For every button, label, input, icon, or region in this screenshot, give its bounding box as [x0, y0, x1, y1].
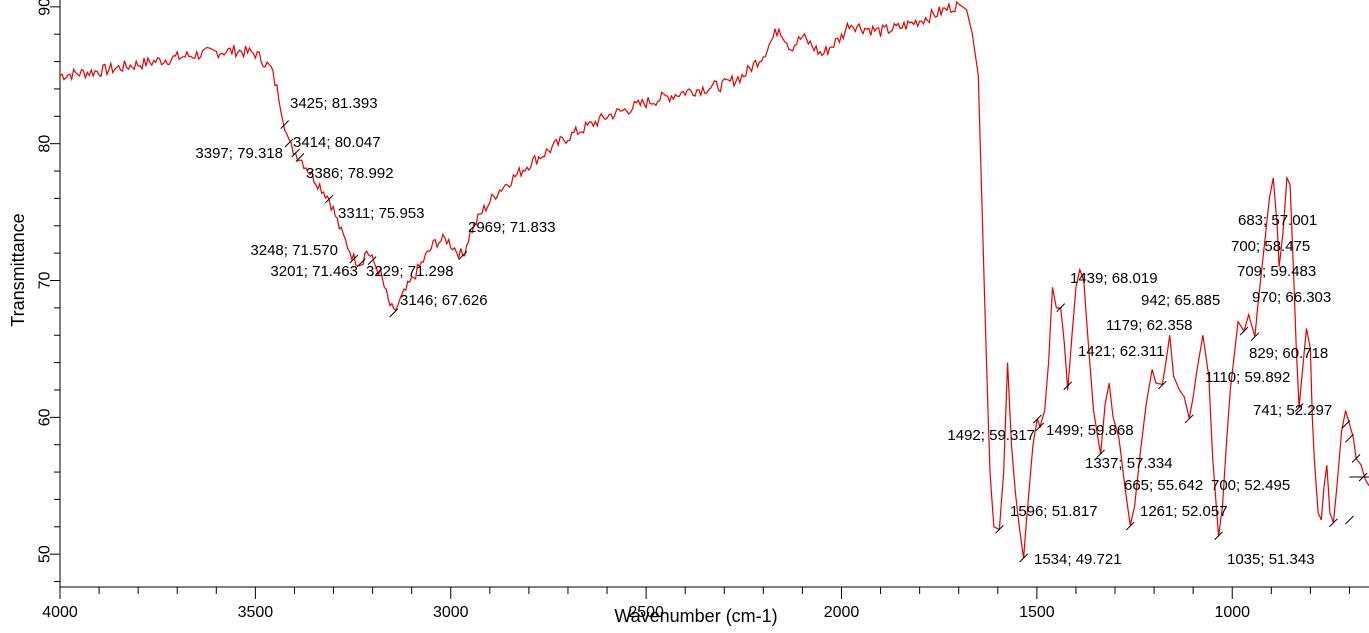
peak-marker — [1157, 380, 1167, 390]
peak-label: 700; 58.475 — [1231, 238, 1310, 255]
peak-marker — [458, 251, 468, 260]
peak-marker — [1294, 403, 1304, 412]
peak-marker — [367, 256, 377, 265]
peak-label: 3425; 81.393 — [290, 95, 378, 112]
peak-marker — [1096, 449, 1105, 459]
x-tick-label: 2500 — [628, 604, 664, 621]
peak-label: 942; 65.885 — [1141, 292, 1220, 309]
x-tick-label: 4000 — [42, 604, 78, 621]
peak-marker — [280, 120, 290, 129]
peak-marker — [1063, 381, 1073, 391]
x-tick-label: 1000 — [1214, 604, 1250, 621]
peak-label: 1110; 59.892 — [1205, 369, 1290, 386]
peak-marker — [284, 138, 294, 148]
peak-label: 829; 60.718 — [1249, 345, 1328, 362]
peak-marker — [1056, 303, 1066, 312]
x-axis-title: Wavenumber (cm-1) — [614, 606, 777, 626]
peak-marker — [356, 258, 366, 268]
peak-label: 700; 52.495 — [1211, 477, 1290, 494]
peak-label: 709; 59.483 — [1237, 263, 1316, 280]
peak-label: 1499; 59.868 — [1046, 422, 1134, 439]
peak-label: 1596; 51.817 — [1010, 503, 1098, 520]
peak-marker — [995, 524, 1004, 534]
peak-marker — [1329, 518, 1338, 528]
peak-label: 1439; 68.019 — [1070, 270, 1158, 287]
peak-label: 1492; 59.317 — [947, 427, 1035, 444]
peak-label: 665; 55.642 — [1124, 477, 1203, 494]
y-tick-label: 70 — [37, 272, 54, 290]
x-tick-label: 3000 — [433, 604, 469, 621]
peak-label: 1261; 52.057 — [1140, 503, 1228, 520]
peak-label: 3229; 71.298 — [366, 263, 454, 280]
x-tick-label: 1500 — [1019, 604, 1055, 621]
peak-marker — [1351, 454, 1361, 463]
peak-label: 3311; 75.953 — [338, 205, 424, 222]
peak-label: 3146; 67.626 — [400, 292, 488, 309]
x-tick-label: 2000 — [824, 604, 860, 621]
peak-marker — [291, 148, 300, 158]
peak-label: 1337; 57.334 — [1085, 455, 1173, 472]
plot-axes: 4000 3500 3000 2500 2000 1500 1000 50 60 70 80 90 — [37, 0, 1369, 621]
peak-marker — [1345, 515, 1354, 525]
peak-marker — [1345, 433, 1354, 443]
peak-label: 1179; 62.358 — [1106, 317, 1192, 334]
peak-label: 3248; 71.570 — [250, 242, 338, 259]
y-tick-label: 50 — [37, 545, 54, 563]
peak-label: 1534; 49.721 — [1034, 551, 1122, 568]
peak-marker — [1184, 414, 1194, 424]
peak-marker — [1035, 422, 1045, 432]
x-tick-label: 3500 — [238, 604, 274, 621]
peak-label: 3386; 78.992 — [306, 165, 394, 182]
peak-label: 970; 66.303 — [1252, 289, 1331, 306]
y-axis-title: Transmittance — [8, 213, 28, 326]
peak-marker — [1125, 521, 1135, 531]
peak-marker — [324, 194, 334, 204]
peak-marker — [1250, 332, 1260, 342]
peak-marker — [1239, 326, 1249, 336]
peak-label: 1421; 62.311 — [1078, 343, 1164, 360]
y-tick-label: 80 — [37, 135, 54, 153]
peak-marker — [1019, 553, 1028, 563]
peak-label: 1035; 51.343 — [1227, 551, 1315, 568]
peak-marker — [1341, 420, 1351, 429]
peak-label: 683; 57.001 — [1238, 212, 1317, 229]
y-tick-label: 90 — [37, 0, 54, 16]
peak-marker — [389, 308, 399, 318]
peak-marker — [349, 254, 359, 264]
peak-annotations: 3425; 81.393 3414; 80.047 3397; 79.318 3386… — [195, 95, 1369, 568]
peak-label: 3201; 71.463 — [270, 263, 358, 280]
spectrum-series — [59, 0, 1369, 559]
y-tick-label: 60 — [37, 408, 54, 426]
peak-label: 3414; 80.047 — [293, 134, 381, 151]
peak-label: 2969; 71.833 — [468, 219, 556, 236]
peak-marker — [1214, 531, 1223, 541]
peak-label: 741; 52.297 — [1253, 402, 1332, 419]
peak-label: 3397; 79.318 — [195, 145, 283, 162]
spectrum-line — [59, 0, 1369, 559]
peak-marker — [295, 153, 305, 162]
peak-marker — [1032, 414, 1042, 424]
